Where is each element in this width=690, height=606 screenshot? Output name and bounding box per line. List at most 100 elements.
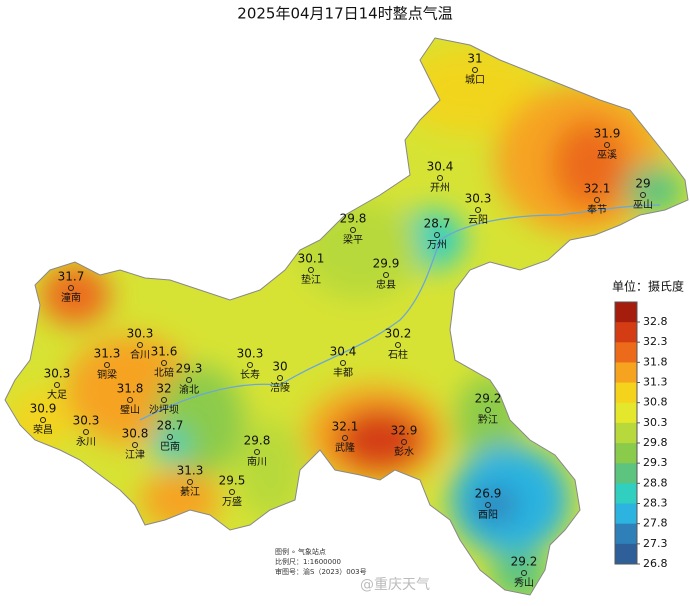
legend-swatch [615, 523, 637, 545]
map-note: 比例尺：1:1600000 [275, 557, 341, 566]
station-value: 31 [467, 52, 482, 66]
legend-swatch [615, 422, 637, 444]
legend-swatch [615, 543, 637, 565]
legend-swatch [615, 342, 637, 363]
station-dot [187, 479, 193, 485]
map-title: 2025年04月17日14时整点气温 [237, 5, 452, 23]
station-dot [54, 382, 60, 388]
legend-tick-label: 26.8 [643, 557, 668, 570]
legend-tick-label: 32.3 [643, 335, 668, 348]
legend-tick-label: 27.3 [643, 537, 668, 550]
legend-swatch [615, 443, 637, 464]
station-dot [485, 407, 491, 413]
map-note: 图例 ∘ 气象站点 [275, 547, 326, 556]
station-dot [485, 502, 491, 508]
station-name: 梁平 [343, 233, 363, 246]
watermark: @重庆天气 [360, 577, 430, 593]
station-dot [127, 397, 133, 403]
legend-tick-label: 28.8 [643, 476, 668, 489]
station-name: 丰都 [333, 366, 353, 379]
station-name: 城口 [465, 74, 485, 86]
legend-swatch [615, 382, 637, 404]
station-name: 荣昌 [33, 424, 53, 436]
station-name: 綦江 [180, 485, 200, 498]
station-dot [401, 439, 407, 445]
station-value: 29.5 [219, 474, 246, 488]
station-name: 永川 [76, 435, 96, 448]
station-name: 巫溪 [597, 149, 617, 161]
station-value: 28.7 [424, 217, 451, 231]
station-dot [308, 267, 314, 273]
station-dot [640, 192, 646, 198]
station-name: 涪陵 [270, 381, 290, 394]
legend-title: 单位：摄氏度 [612, 279, 684, 294]
station-value: 28.7 [157, 419, 184, 433]
station-name: 合川 [130, 348, 150, 361]
station-name: 南川 [247, 455, 267, 468]
legend-swatch [615, 402, 637, 424]
station-value: 29 [635, 177, 650, 191]
station-name: 江津 [125, 449, 145, 461]
station-name: 万盛 [222, 495, 242, 508]
station-value: 30.8 [122, 427, 149, 441]
station-name: 巴南 [160, 440, 180, 453]
legend-tick-label: 31.3 [643, 376, 668, 389]
station-dot [604, 142, 610, 148]
station-dot [167, 434, 173, 440]
station-value: 30.3 [237, 347, 264, 361]
station-name: 铜梁 [97, 368, 117, 381]
station-value: 31.3 [94, 347, 121, 361]
station-value: 30.4 [330, 345, 357, 359]
station-dot [383, 272, 389, 278]
station-dot [161, 360, 167, 366]
legend-swatch [615, 302, 637, 323]
station-name: 潼南 [61, 291, 81, 304]
station-name: 巫山 [633, 199, 653, 211]
legend-swatch [615, 463, 637, 484]
station-dot [277, 375, 283, 381]
station-name: 垫江 [301, 273, 321, 286]
legend-tick-label: 29.8 [643, 436, 668, 449]
station-name: 武隆 [335, 441, 355, 454]
station-dot [340, 360, 346, 366]
legend-tick-label: 30.3 [643, 416, 668, 429]
station-value: 29.8 [244, 434, 271, 448]
station-value: 30.3 [127, 327, 154, 341]
station-name: 酉阳 [478, 509, 498, 521]
legend: 32.8 32.3 31.8 31.3 30.8 30.3 29.8 29.3 28.8 28.3… [614, 301, 668, 570]
station-dot [350, 227, 356, 233]
station-value: 32.1 [584, 182, 611, 196]
legend-frame [614, 301, 638, 565]
station-value: 30.4 [427, 160, 454, 174]
station-dot [254, 449, 260, 455]
station-value: 30.9 [30, 402, 57, 416]
station-dot [161, 397, 167, 403]
station-value: 29.9 [373, 257, 400, 271]
station-value: 32.9 [391, 424, 418, 438]
station-value: 30.1 [298, 252, 325, 266]
station-dot [247, 362, 253, 368]
map-note: 审图号：渝S（2023）003号 [275, 567, 367, 576]
legend-swatch [615, 362, 637, 384]
station-name: 奉节 [587, 203, 607, 216]
station-name: 北碚 [154, 366, 174, 379]
station-name: 璧山 [120, 403, 140, 416]
station-value: 30.3 [465, 192, 492, 206]
station-value: 30 [272, 360, 287, 374]
legend-swatch [615, 503, 637, 525]
legend-tick-label: 32.8 [643, 315, 668, 328]
station-dot [395, 342, 401, 348]
station-name: 开州 [430, 182, 450, 194]
station-name: 彭水 [394, 445, 414, 458]
station-name: 石柱 [388, 348, 408, 361]
legend-tick-label: 27.8 [643, 517, 668, 530]
station-value: 31.9 [594, 127, 621, 141]
station-value: 26.9 [475, 487, 502, 501]
legend-tick-label: 29.3 [643, 456, 668, 469]
station-dot [437, 175, 443, 181]
station-dot [137, 342, 143, 348]
station-name: 渝北 [179, 383, 199, 396]
station-name: 黔江 [478, 413, 498, 426]
